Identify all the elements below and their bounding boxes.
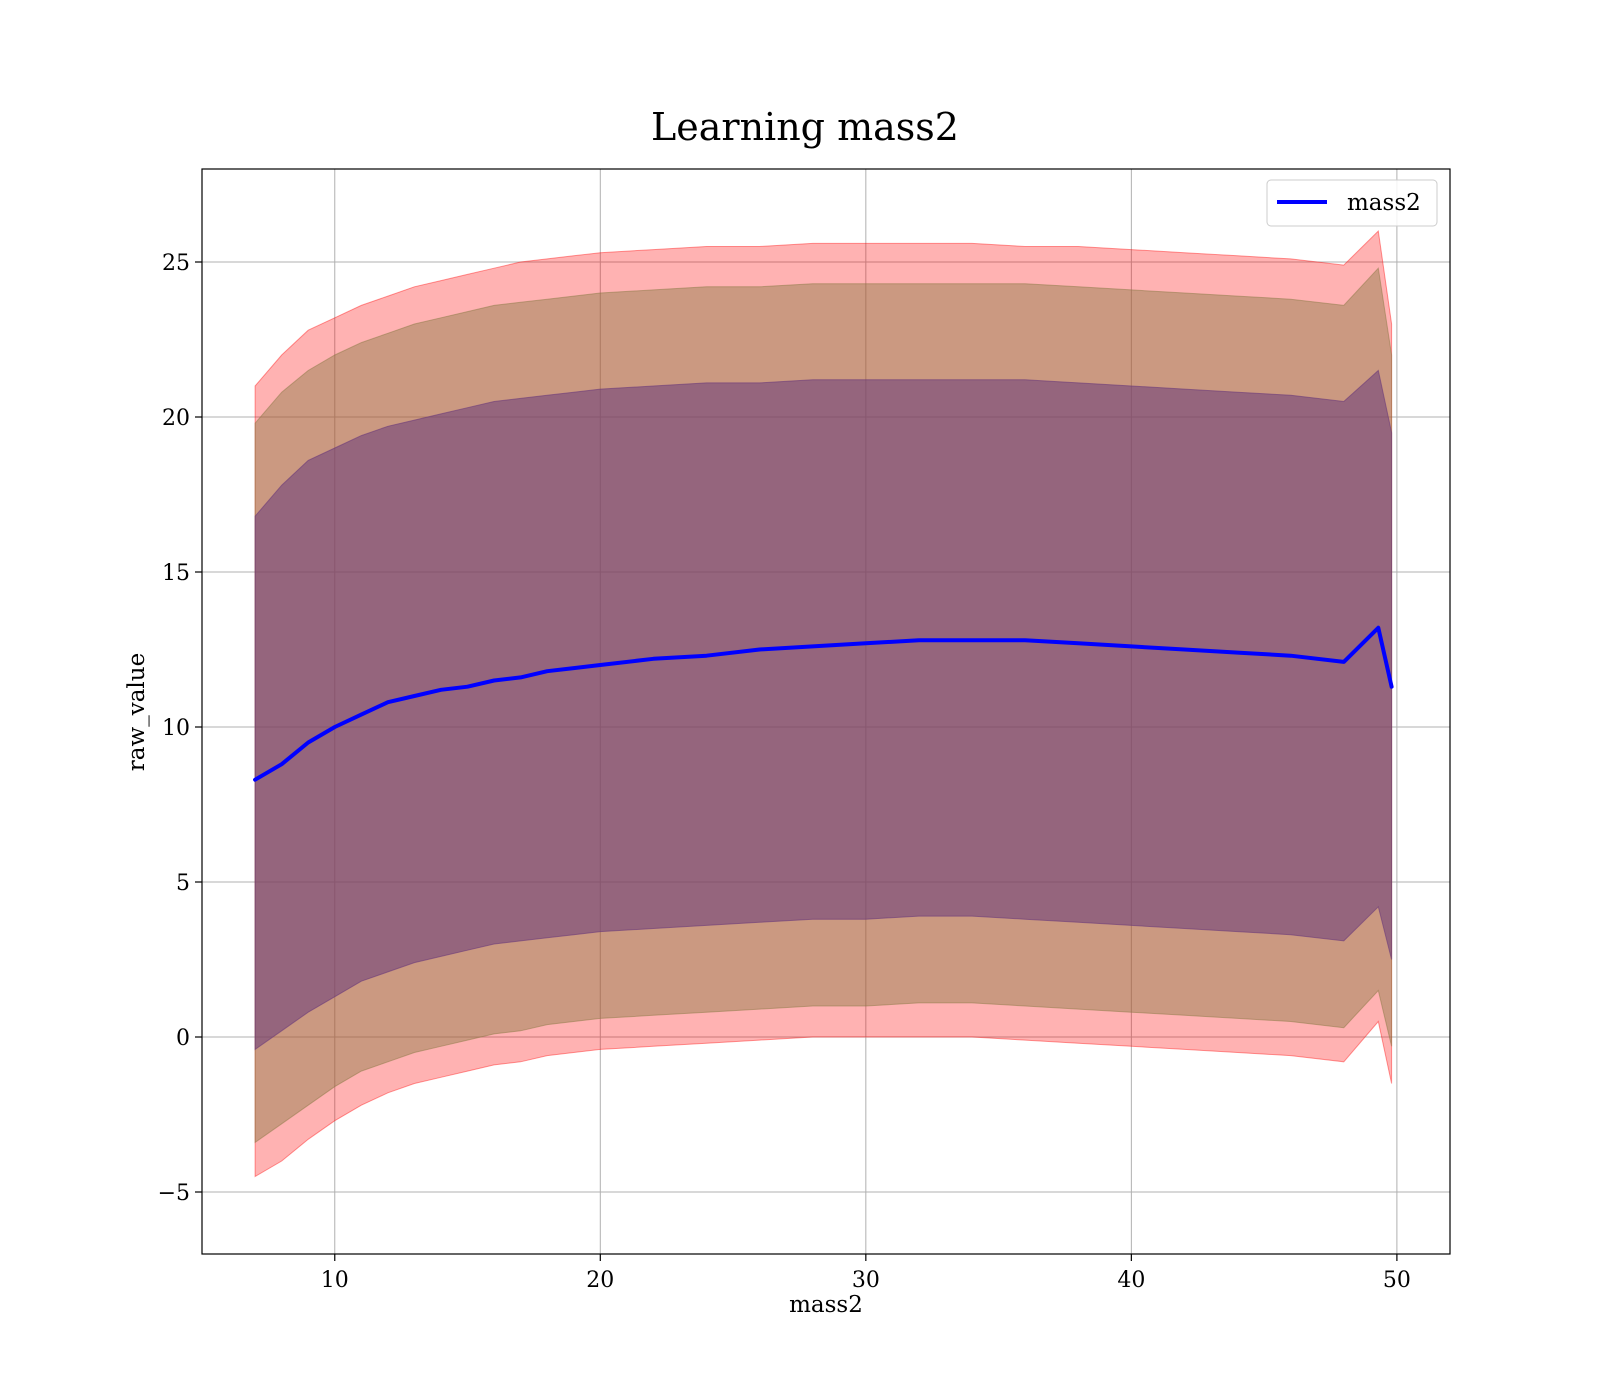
band-inner bbox=[254, 369, 1393, 1051]
y-tick-label: 10 bbox=[162, 716, 190, 741]
y-tick-label: 5 bbox=[176, 871, 190, 896]
bands bbox=[254, 229, 1393, 1178]
legend-box bbox=[1266, 179, 1438, 227]
series-lines bbox=[253, 625, 1394, 782]
y-tick-label: 20 bbox=[162, 406, 190, 431]
x-tick-label: 10 bbox=[321, 1268, 349, 1293]
plot-frame bbox=[201, 168, 1451, 1255]
x-tick-label: 50 bbox=[1383, 1268, 1411, 1293]
y-axis-label: raw_value bbox=[124, 653, 150, 771]
legend: mass2 bbox=[1266, 179, 1438, 227]
chart-title: Learning mass2 bbox=[651, 105, 959, 149]
series-line-mass2 bbox=[253, 625, 1394, 782]
y-tick-label: 0 bbox=[176, 1026, 190, 1051]
x-tick-label: 20 bbox=[586, 1268, 614, 1293]
y-tick-label: 25 bbox=[162, 251, 190, 276]
x-tick-label: 40 bbox=[1117, 1268, 1145, 1293]
y-tick-label: −5 bbox=[158, 1181, 190, 1206]
x-tick-label: 30 bbox=[852, 1268, 880, 1293]
y-tick-label: 15 bbox=[162, 561, 190, 586]
ticks: 10 20 30 40 50 −5 0 5 10 15 20 25 bbox=[158, 251, 1411, 1293]
x-axis-label: mass2 bbox=[789, 1292, 863, 1318]
legend-label-mass2: mass2 bbox=[1347, 190, 1421, 216]
